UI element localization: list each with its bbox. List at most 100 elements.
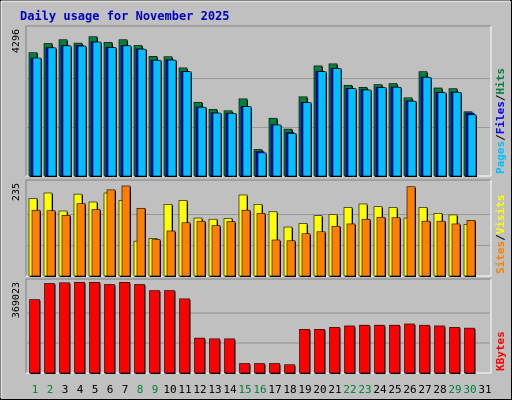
x-tick-label-8: 8 (137, 383, 144, 396)
bar-pages-5 (92, 41, 102, 178)
x-tick-label-25: 25 (388, 383, 401, 396)
bar-pages-2-body (47, 47, 57, 177)
x-tick-label-20: 20 (313, 383, 326, 396)
bar-kbytes-26 (404, 323, 416, 374)
bar-kbytes-17-body (269, 363, 280, 374)
bar-sites-7 (121, 185, 131, 277)
bar-sites-25 (391, 217, 401, 277)
x-tick-label-26: 26 (403, 383, 416, 396)
bar-pages-6 (107, 47, 117, 177)
bar-pages-18-body (287, 133, 297, 177)
bar-sites-1-body (31, 209, 41, 277)
bar-kbytes-28-body (434, 325, 445, 374)
bar-sites-28-body (436, 220, 446, 277)
bar-pages-7 (122, 45, 132, 177)
bar-sites-17-body (271, 239, 281, 277)
bar-kbytes-21 (329, 327, 341, 374)
panel-visits_sites-ymax-label: 235 (11, 183, 22, 201)
bar-pages-14 (227, 113, 237, 177)
bar-pages-5-body (92, 41, 102, 177)
bar-kbytes-16-body (254, 363, 265, 374)
bar-sites-21-body (331, 225, 341, 277)
bar-pages-8-body (137, 48, 147, 177)
bar-pages-19 (302, 102, 312, 177)
bar-kbytes-8-body (134, 284, 145, 374)
bar-kbytes-7-body (119, 281, 130, 374)
bar-pages-28 (437, 92, 447, 177)
legend-separator: / (494, 234, 507, 241)
bar-sites-5 (91, 209, 101, 277)
bar-pages-2 (47, 47, 57, 178)
legend-pages: Pages (494, 141, 507, 174)
x-tick-label-9: 9 (152, 383, 159, 396)
bar-kbytes-3-body (59, 282, 70, 374)
bar-pages-25 (392, 86, 402, 177)
panel-visits_sites: 235 Sites/Visits (11, 179, 507, 277)
bar-kbytes-21-body (329, 327, 340, 374)
bar-kbytes-28 (434, 325, 446, 374)
bar-pages-30-body (467, 114, 477, 177)
x-tick-label-14: 14 (223, 383, 237, 396)
bar-pages-6-body (107, 47, 117, 177)
bar-kbytes-5-body (89, 281, 100, 374)
bar-sites-13 (211, 225, 221, 277)
x-tick-label-16: 16 (253, 383, 266, 396)
bar-sites-3 (61, 215, 71, 277)
bar-kbytes-6 (104, 284, 116, 374)
legend-visits: Visits (494, 195, 507, 235)
panel-kbytes-legend: KBytes (494, 331, 507, 371)
bar-sites-5-body (91, 209, 101, 277)
bar-sites-9 (151, 239, 161, 277)
bar-pages-4-body (77, 45, 87, 177)
bar-pages-30 (467, 114, 477, 177)
x-tick-label-31: 31 (478, 383, 491, 396)
x-tick-label-17: 17 (268, 383, 281, 396)
bar-sites-16-body (256, 213, 266, 277)
panel-kbytes-ymax-label: 369023 (11, 282, 22, 318)
bar-pages-23-body (362, 89, 372, 177)
bar-kbytes-16 (254, 363, 266, 374)
bar-kbytes-12-body (194, 337, 205, 374)
bar-sites-11 (181, 222, 191, 277)
bar-sites-24-body (376, 216, 386, 277)
bar-kbytes-3 (59, 282, 71, 374)
bar-pages-23 (362, 89, 372, 177)
bar-kbytes-13 (209, 338, 221, 374)
bar-pages-8 (137, 48, 147, 178)
bar-pages-22 (347, 88, 357, 177)
bar-pages-12 (197, 107, 207, 177)
bar-pages-24 (377, 87, 387, 177)
bar-pages-20-body (317, 71, 327, 177)
bar-sites-27 (421, 220, 431, 277)
bar-kbytes-12 (194, 337, 206, 374)
bar-kbytes-2 (44, 283, 56, 374)
bar-sites-10 (166, 230, 176, 277)
x-tick-label-11: 11 (178, 383, 191, 396)
bar-pages-14-body (227, 113, 237, 177)
bar-sites-26 (406, 186, 416, 277)
bar-pages-20 (317, 71, 327, 177)
bar-sites-18-body (286, 240, 296, 277)
bar-kbytes-22 (344, 325, 356, 374)
bar-kbytes-10 (164, 290, 176, 374)
bar-kbytes-4-body (74, 281, 85, 374)
bar-sites-6 (106, 189, 116, 277)
x-tick-label-23: 23 (358, 383, 371, 396)
bar-pages-9 (152, 60, 162, 177)
bar-pages-25-body (392, 86, 402, 177)
bar-sites-30-body (466, 220, 476, 277)
bar-sites-20-body (316, 231, 326, 277)
bar-kbytes-24 (374, 324, 386, 374)
panel-kbytes: 369023 KBytes (11, 278, 507, 374)
bar-pages-17 (272, 124, 282, 177)
bar-sites-2 (46, 210, 56, 277)
bar-pages-7-body (122, 45, 132, 177)
x-tick-label-27: 27 (418, 383, 431, 396)
x-tick-label-28: 28 (433, 383, 446, 396)
bar-pages-11 (182, 71, 192, 177)
panel-hits_files_pages-legend: Pages/Files/Hits (494, 68, 507, 174)
bar-kbytes-25-body (389, 324, 400, 374)
x-tick-label-18: 18 (283, 383, 296, 396)
bar-sites-11-body (181, 222, 191, 277)
